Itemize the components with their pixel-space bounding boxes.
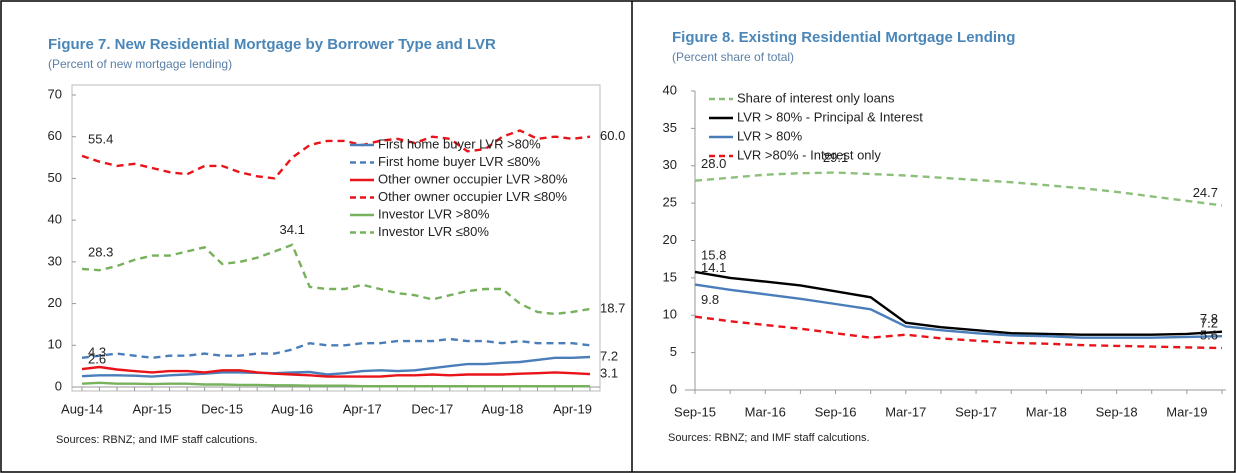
legend-label: Share of interest only loans	[737, 90, 895, 105]
y-tick-label: 5	[670, 344, 677, 359]
legend-label: Investor LVR ≤80%	[378, 224, 489, 239]
data-label: 55.4	[88, 131, 113, 146]
y-tick-label: 0	[670, 381, 677, 396]
y-tick-label: 25	[663, 195, 677, 210]
x-tick-label: Mar-16	[745, 404, 786, 419]
data-label: 34.1	[280, 222, 305, 237]
series-line	[81, 129, 591, 180]
legend-label: Other owner occupier LVR >80%	[378, 171, 568, 186]
y-tick-label: 70	[48, 86, 62, 101]
data-label: 9.8	[701, 292, 719, 307]
chart-title: Figure 8. Existing Residential Mortgage …	[672, 29, 1015, 46]
x-tick-label: Mar-17	[885, 404, 926, 419]
y-tick-label: 0	[55, 378, 62, 393]
data-label: 28.3	[88, 244, 113, 259]
y-tick-label: 60	[48, 128, 62, 143]
data-label: 60.0	[600, 128, 625, 143]
series-line	[694, 283, 1223, 339]
source-note: Sources: RBNZ; and IMF staff calcutions.	[56, 434, 258, 446]
data-label: 14.1	[701, 260, 726, 275]
x-tick-label: Sep-16	[815, 404, 857, 419]
data-label: 2.6	[88, 352, 106, 367]
legend-label: LVR > 80%	[737, 128, 803, 143]
data-label: 28.0	[701, 156, 726, 171]
y-tick-label: 10	[48, 337, 62, 352]
chart-subtitle: (Percent share of total)	[672, 50, 794, 64]
source-note: Sources: RBNZ; and IMF staff calcutions.	[668, 432, 870, 444]
x-tick-label: Aug-18	[481, 401, 523, 416]
series-line	[694, 270, 1223, 336]
y-tick-label: 30	[48, 253, 62, 268]
x-tick-label: Apr-15	[133, 401, 172, 416]
series-line	[81, 355, 591, 378]
x-tick-label: Sep-18	[1096, 404, 1138, 419]
data-label: 24.7	[1193, 185, 1218, 200]
x-tick-label: Sep-15	[674, 404, 716, 419]
data-label: 3.1	[600, 366, 618, 381]
legend-label: Other owner occupier LVR ≤80%	[378, 189, 567, 204]
x-tick-label: Aug-14	[61, 401, 103, 416]
series-line	[81, 243, 591, 316]
x-tick-label: Sep-17	[955, 404, 997, 419]
series-line	[694, 315, 1223, 350]
legend-label: LVR > 80% - Principal & Interest	[737, 109, 923, 124]
data-label: 18.7	[600, 300, 625, 315]
y-tick-label: 20	[48, 295, 62, 310]
plot-area	[71, 84, 601, 392]
y-tick-label: 40	[663, 82, 677, 97]
y-tick-label: 30	[663, 157, 677, 172]
series-line	[81, 365, 591, 378]
data-label: 4.3	[88, 345, 106, 360]
y-tick-label: 20	[663, 232, 677, 247]
series-line	[694, 171, 1223, 207]
series-line	[81, 337, 591, 360]
legend-label: Investor LVR >80%	[378, 206, 490, 221]
data-label: 5.6	[1200, 328, 1218, 343]
x-tick-label: Dec-15	[201, 401, 243, 416]
chart-title: Figure 7. New Residential Mortgage by Bo…	[48, 36, 496, 53]
legend-label: First home buyer LVR ≤80%	[378, 154, 541, 169]
series-line	[81, 381, 590, 388]
chart-subtitle: (Percent of new mortgage lending)	[48, 57, 232, 71]
x-tick-label: Mar-18	[1026, 404, 1067, 419]
data-label: 15.8	[701, 247, 726, 262]
x-tick-label: Aug-16	[271, 401, 313, 416]
y-tick-label: 10	[663, 307, 677, 322]
data-label: 29.1	[823, 150, 848, 165]
legend-label: LVR >80% - Interest only	[737, 147, 881, 162]
y-tick-label: 15	[663, 269, 677, 284]
y-tick-label: 50	[48, 170, 62, 185]
data-label: 7.2	[1200, 316, 1218, 331]
legend-label: First home buyer LVR >80%	[378, 136, 541, 151]
x-tick-label: Mar-19	[1166, 404, 1207, 419]
y-tick-label: 40	[48, 212, 62, 227]
x-tick-label: Apr-17	[343, 401, 382, 416]
x-tick-label: Dec-17	[411, 401, 453, 416]
data-label: 7.8	[1200, 311, 1218, 326]
data-label: 7.2	[600, 348, 618, 363]
x-tick-label: Apr-19	[553, 401, 592, 416]
y-tick-label: 35	[663, 120, 677, 135]
